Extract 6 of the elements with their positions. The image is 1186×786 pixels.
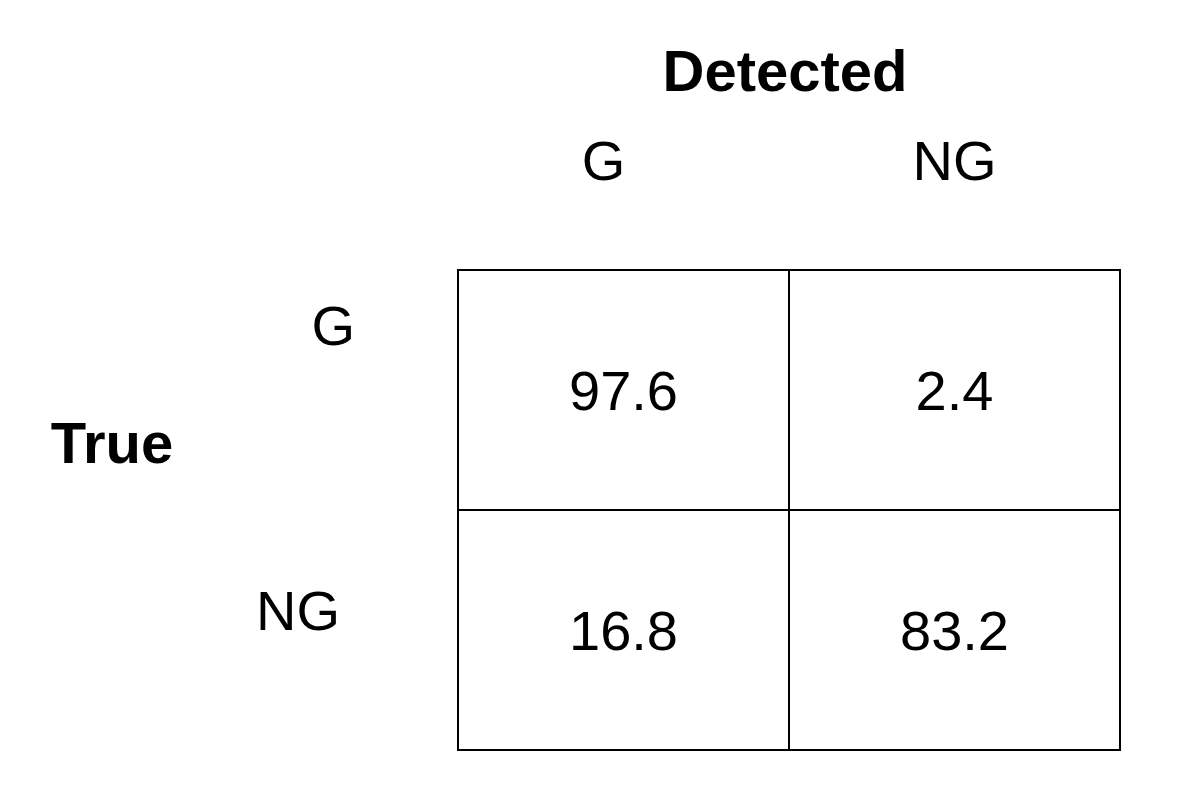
data-label: 83.2 xyxy=(900,598,1009,662)
data-label: 97.6 xyxy=(569,358,678,422)
y-axis-title: True xyxy=(50,409,174,475)
data-label: 16.8 xyxy=(569,598,678,662)
data-label: 2.4 xyxy=(915,358,994,422)
x-axis-title: Detected xyxy=(662,37,908,103)
